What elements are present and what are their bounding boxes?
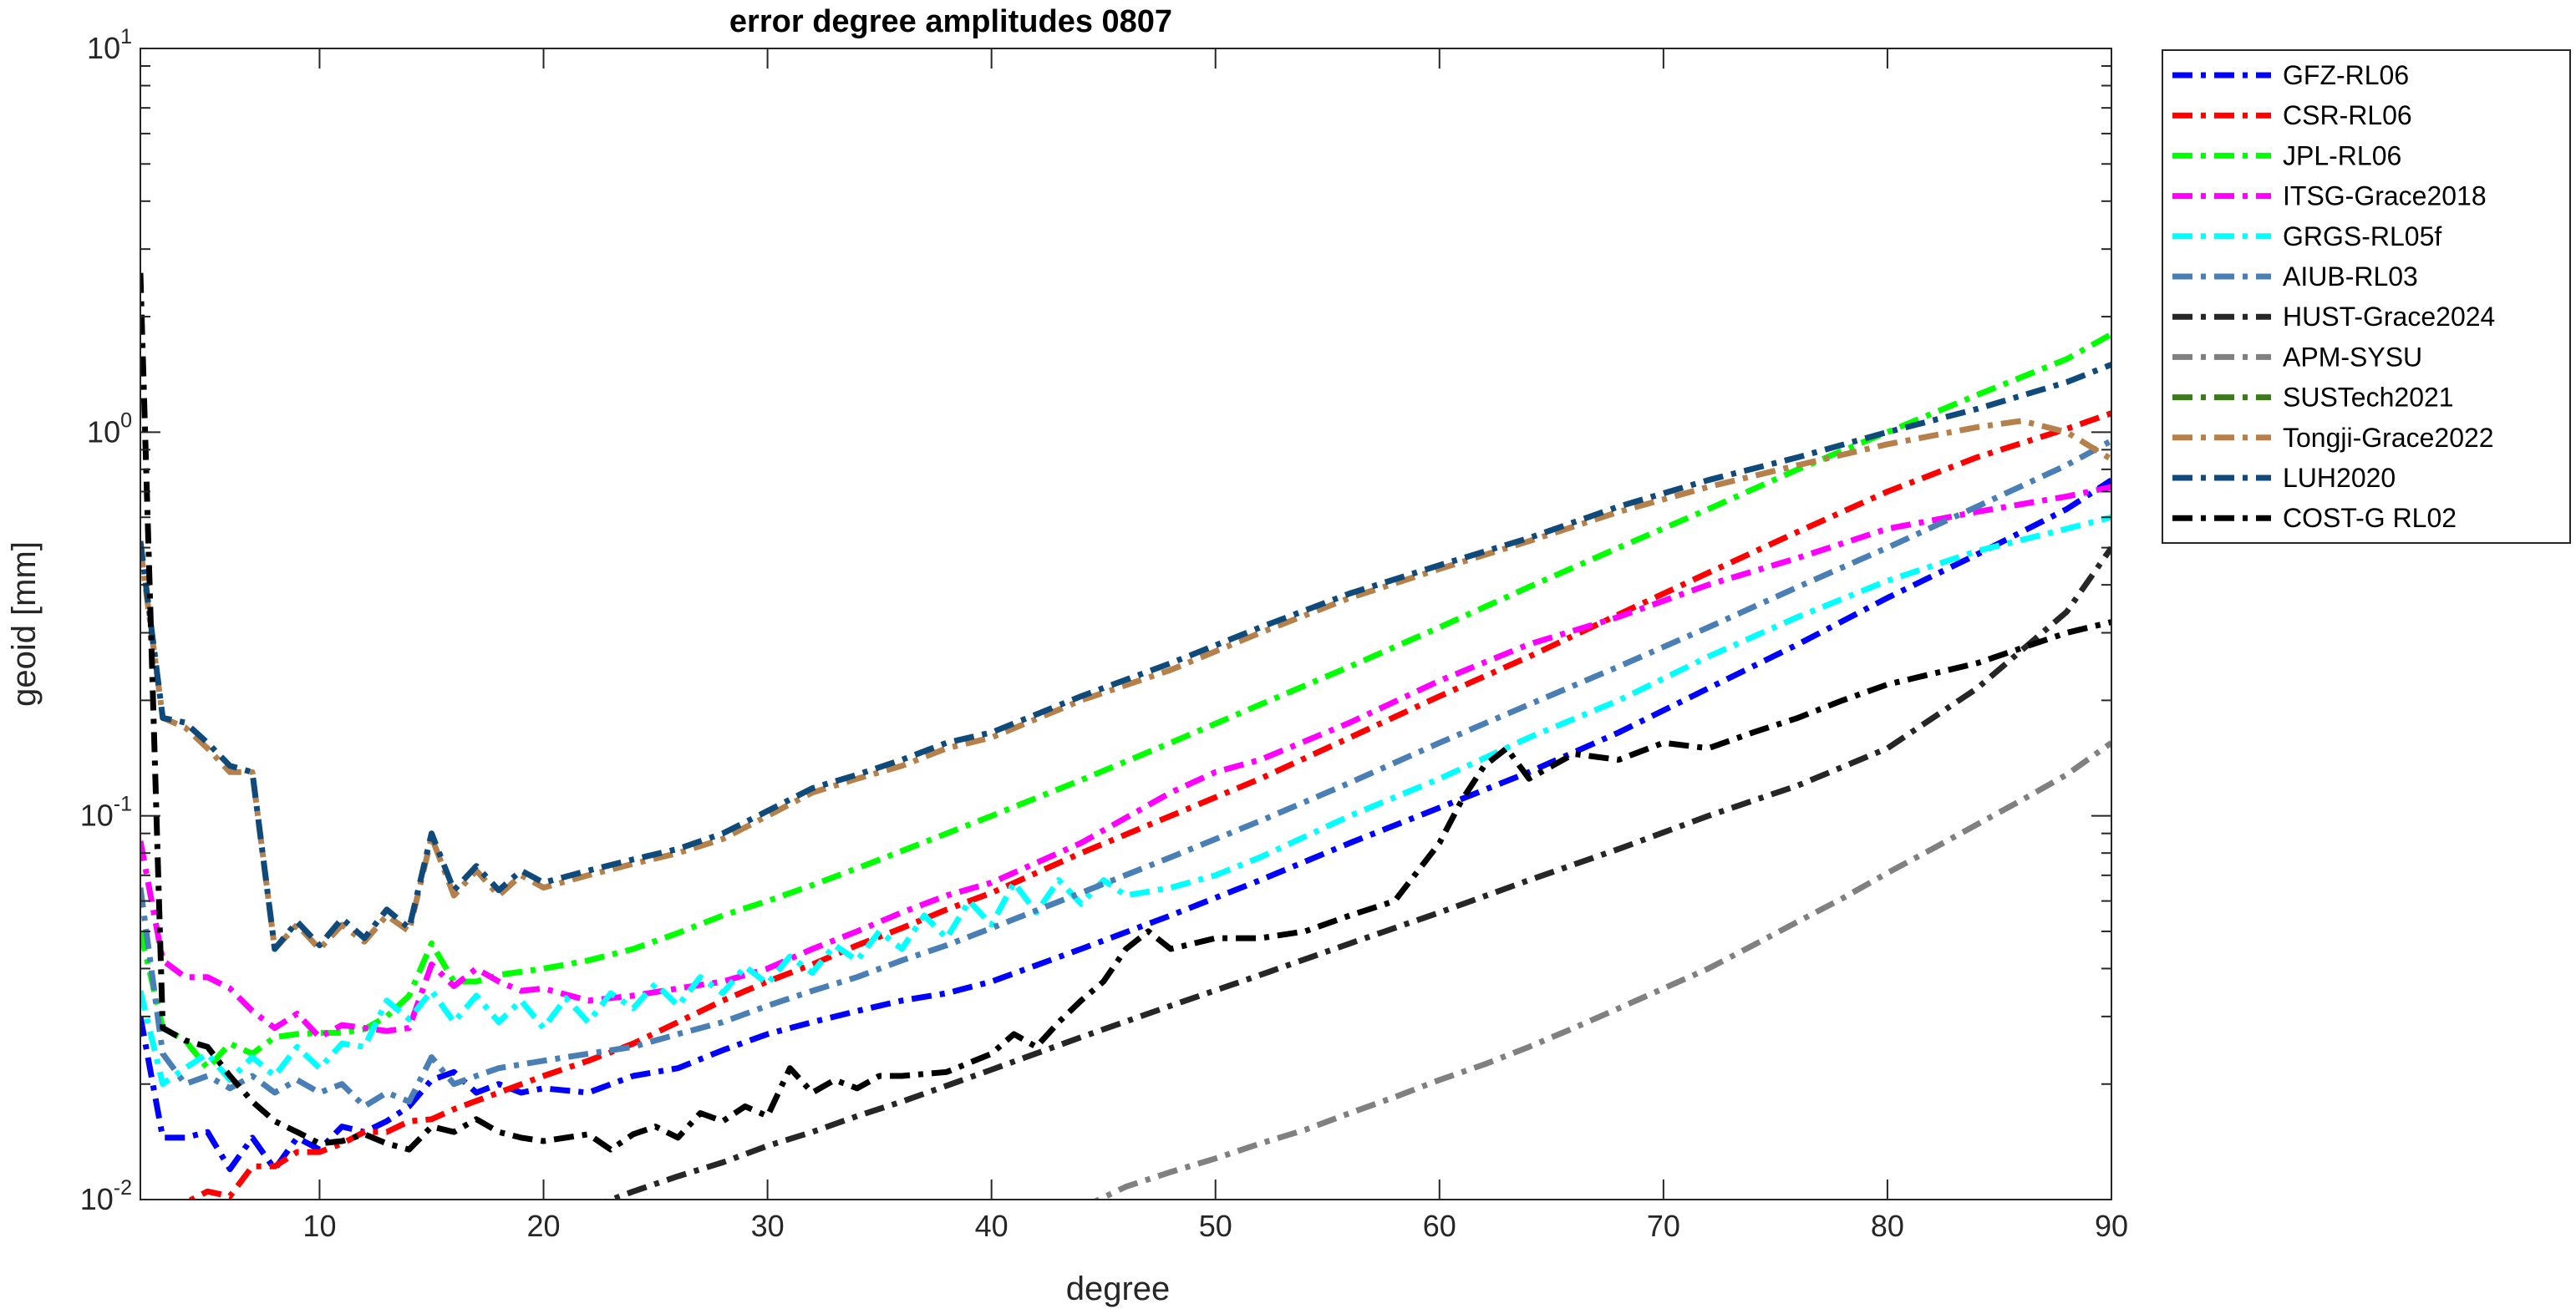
x-tick-label: 10: [302, 1209, 336, 1243]
series-line-grgs-rl05f: [140, 514, 2111, 1088]
legend-label-aiub-rl03: AIUB-RL03: [2283, 261, 2418, 292]
series-layer: [140, 272, 2111, 1200]
y-tick-label: 100: [87, 408, 132, 449]
series-line-cost-g-rl02: [140, 272, 2111, 1153]
y-tick-label: 10-2: [80, 1176, 132, 1216]
y-tick-label: 101: [87, 25, 132, 65]
plot-frame: [140, 48, 2112, 1200]
x-tick-label: 90: [2095, 1209, 2128, 1243]
series-line-hust-grace2024: [602, 545, 2111, 1200]
legend-label-sustech2021: SUSTech2021: [2283, 383, 2454, 413]
legend-label-tongji-grace2022: Tongji-Grace2022: [2283, 423, 2494, 453]
chart-title: error degree amplitudes 0807: [729, 4, 1172, 39]
legend-label-cost-g-rl02: COST-G RL02: [2283, 503, 2457, 533]
series-line-gfz-rl06: [140, 477, 2111, 1173]
x-tick-label: 40: [975, 1209, 1009, 1243]
legend-items: GFZ-RL06 CSR-RL06 JPL-RL06 ITSG-Grace2018 GR…: [2172, 60, 2495, 533]
legend-label-grgs-rl05f: GRGS-RL05f: [2283, 221, 2441, 251]
x-tick-label: 80: [1871, 1209, 1904, 1243]
legend-label-luh2020: LUH2020: [2283, 463, 2396, 493]
legend-label-apm-sysu: APM-SYSU: [2283, 342, 2422, 372]
series-line-csr-rl06: [185, 410, 2111, 1200]
legend: GFZ-RL06 CSR-RL06 JPL-RL06 ITSG-Grace2018 GR…: [2162, 49, 2571, 544]
series-line-aiub-rl03: [140, 438, 2111, 1109]
series-line-apm-sysu: [1092, 740, 2111, 1200]
ticks-layer: 10 20 30 40 50 60 70 80 90 101 100 10-1 10-2: [80, 25, 2128, 1243]
x-tick-label: 30: [751, 1209, 785, 1243]
legend-box: [2162, 49, 2571, 544]
x-axis-label: degree: [1066, 1271, 1171, 1307]
legend-label-hust-grace2024: HUST-Grace2024: [2283, 302, 2495, 332]
legend-label-csr-rl06: CSR-RL06: [2283, 100, 2412, 130]
x-tick-label: 20: [526, 1209, 560, 1243]
x-tick-label: 70: [1647, 1209, 1680, 1243]
legend-label-itsg-grace2018: ITSG-Grace2018: [2283, 181, 2487, 211]
x-tick-label: 60: [1423, 1209, 1456, 1243]
series-line-luh2020: [140, 362, 2111, 952]
legend-label-gfz-rl06: GFZ-RL06: [2283, 60, 2409, 90]
legend-label-jpl-rl06: JPL-RL06: [2283, 140, 2401, 170]
series-line-itsg-grace2018: [140, 484, 2111, 1041]
y-axis-label: geoid [mm]: [6, 541, 43, 707]
y-tick-label: 10-1: [80, 793, 132, 833]
x-tick-label: 50: [1199, 1209, 1232, 1243]
series-line-jpl-rl06: [140, 332, 2111, 1072]
